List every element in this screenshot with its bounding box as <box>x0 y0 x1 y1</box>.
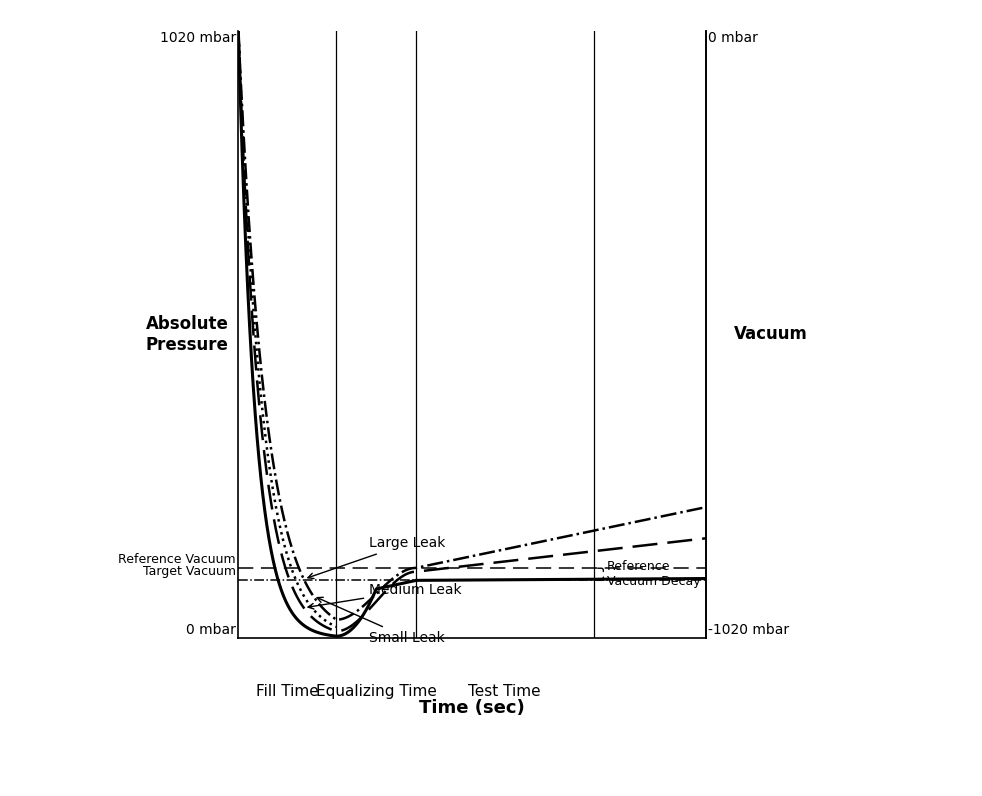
Text: Fill Time: Fill Time <box>256 684 319 699</box>
Text: Small Leak: Small Leak <box>317 597 445 645</box>
Text: Vacuum: Vacuum <box>735 326 808 343</box>
Text: Time (sec): Time (sec) <box>419 699 525 716</box>
Text: -1020 mbar: -1020 mbar <box>708 622 790 637</box>
Text: Reference
Vacuum Decay: Reference Vacuum Decay <box>607 560 700 588</box>
Text: Large Leak: Large Leak <box>308 537 446 579</box>
Text: Target Vacuum: Target Vacuum <box>143 565 236 578</box>
Text: 1020 mbar: 1020 mbar <box>160 31 236 45</box>
Text: Reference Vacuum: Reference Vacuum <box>119 553 236 566</box>
Text: Absolute
Pressure: Absolute Pressure <box>145 315 229 354</box>
Text: 0 mbar: 0 mbar <box>708 31 758 45</box>
Text: Equalizing Time: Equalizing Time <box>316 684 437 699</box>
Text: Test Time: Test Time <box>468 684 541 699</box>
Text: 0 mbar: 0 mbar <box>187 622 236 637</box>
Text: Medium Leak: Medium Leak <box>308 583 462 609</box>
